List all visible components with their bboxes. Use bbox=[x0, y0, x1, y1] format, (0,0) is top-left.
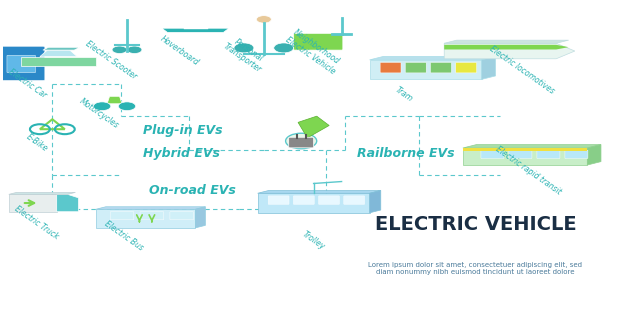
FancyBboxPatch shape bbox=[110, 212, 134, 220]
FancyBboxPatch shape bbox=[170, 212, 193, 220]
Polygon shape bbox=[444, 40, 568, 43]
Polygon shape bbox=[444, 45, 568, 49]
FancyBboxPatch shape bbox=[0, 46, 45, 81]
Text: Motorcycles: Motorcycles bbox=[78, 96, 120, 130]
Text: ELECTRIC VEHICLE: ELECTRIC VEHICLE bbox=[374, 215, 576, 234]
Text: Lorem ipsum dolor sit amet, consectetuer adipiscing elit, sed
diam nonummy nibh : Lorem ipsum dolor sit amet, consectetuer… bbox=[368, 262, 582, 275]
Circle shape bbox=[234, 43, 254, 53]
Circle shape bbox=[285, 133, 317, 149]
FancyBboxPatch shape bbox=[294, 196, 314, 204]
Circle shape bbox=[118, 102, 136, 110]
Polygon shape bbox=[481, 56, 496, 80]
Circle shape bbox=[127, 46, 142, 54]
FancyBboxPatch shape bbox=[319, 196, 339, 204]
Text: Hoverboard: Hoverboard bbox=[159, 34, 201, 68]
Text: Railborne EVs: Railborne EVs bbox=[357, 147, 454, 160]
Polygon shape bbox=[9, 194, 57, 212]
Text: Trolley: Trolley bbox=[300, 229, 327, 251]
Polygon shape bbox=[21, 57, 96, 66]
Polygon shape bbox=[96, 207, 205, 209]
FancyBboxPatch shape bbox=[7, 55, 36, 73]
Text: E-Bike: E-Bike bbox=[24, 132, 49, 153]
FancyBboxPatch shape bbox=[431, 63, 451, 73]
FancyBboxPatch shape bbox=[565, 150, 588, 158]
Polygon shape bbox=[587, 145, 601, 165]
Text: Tram: Tram bbox=[393, 85, 414, 104]
Circle shape bbox=[112, 46, 127, 54]
Polygon shape bbox=[57, 194, 78, 212]
FancyBboxPatch shape bbox=[406, 63, 426, 73]
Polygon shape bbox=[444, 43, 575, 59]
Polygon shape bbox=[96, 209, 195, 228]
Text: Electric Bus: Electric Bus bbox=[103, 219, 145, 252]
Text: Electric rapid transit: Electric rapid transit bbox=[494, 145, 563, 197]
FancyBboxPatch shape bbox=[268, 196, 289, 204]
Polygon shape bbox=[43, 47, 80, 50]
FancyBboxPatch shape bbox=[481, 150, 504, 158]
FancyBboxPatch shape bbox=[537, 150, 560, 158]
Text: Plug-in EVs: Plug-in EVs bbox=[143, 124, 222, 137]
Polygon shape bbox=[40, 50, 77, 57]
Polygon shape bbox=[258, 193, 369, 213]
Text: Electric Truck: Electric Truck bbox=[13, 205, 61, 242]
Polygon shape bbox=[298, 116, 329, 138]
FancyBboxPatch shape bbox=[380, 63, 401, 73]
Text: Neighborhood
Electric Vehicle: Neighborhood Electric Vehicle bbox=[284, 26, 343, 76]
Polygon shape bbox=[258, 191, 381, 193]
Polygon shape bbox=[107, 96, 122, 104]
Polygon shape bbox=[369, 60, 481, 80]
FancyBboxPatch shape bbox=[294, 33, 343, 50]
Circle shape bbox=[274, 43, 294, 53]
Text: Electric Scooter: Electric Scooter bbox=[85, 39, 138, 81]
Text: Electric Car: Electric Car bbox=[7, 67, 48, 100]
Text: On-road EVs: On-road EVs bbox=[149, 184, 235, 197]
FancyBboxPatch shape bbox=[509, 150, 532, 158]
Text: Electric locomotives: Electric locomotives bbox=[488, 44, 556, 95]
Circle shape bbox=[257, 16, 271, 23]
FancyBboxPatch shape bbox=[344, 196, 364, 204]
Polygon shape bbox=[463, 148, 587, 165]
Polygon shape bbox=[463, 145, 601, 148]
Circle shape bbox=[93, 102, 111, 110]
Polygon shape bbox=[463, 148, 587, 151]
Polygon shape bbox=[9, 192, 75, 194]
Polygon shape bbox=[162, 28, 229, 33]
Polygon shape bbox=[195, 207, 205, 228]
Text: Hybrid EVs: Hybrid EVs bbox=[143, 147, 220, 160]
FancyBboxPatch shape bbox=[456, 63, 476, 73]
FancyBboxPatch shape bbox=[289, 137, 314, 148]
Text: Personal
Transporter: Personal Transporter bbox=[222, 33, 269, 75]
Polygon shape bbox=[369, 191, 381, 213]
Polygon shape bbox=[369, 56, 496, 60]
FancyBboxPatch shape bbox=[140, 212, 163, 220]
